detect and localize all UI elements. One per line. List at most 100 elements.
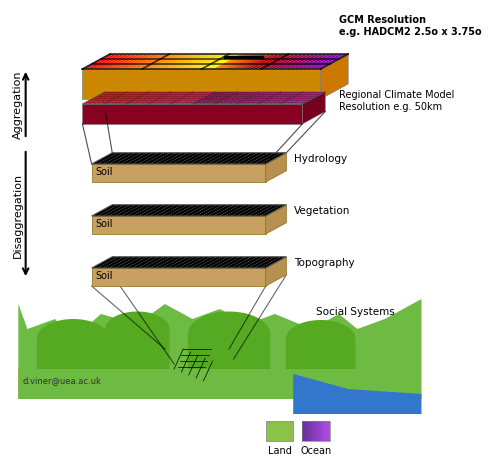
Polygon shape	[194, 55, 225, 70]
Bar	[266, 421, 293, 441]
Bar	[317, 421, 318, 441]
Polygon shape	[301, 55, 332, 70]
Polygon shape	[178, 257, 205, 269]
Polygon shape	[109, 257, 136, 269]
Polygon shape	[254, 153, 280, 165]
Polygon shape	[162, 205, 188, 217]
Bar	[324, 421, 326, 441]
Text: GCM Resolution
e.g. HADCM2 2.5o x 3.75o: GCM Resolution e.g. HADCM2 2.5o x 3.75o	[339, 15, 482, 37]
Polygon shape	[122, 92, 150, 105]
Polygon shape	[202, 257, 228, 269]
Polygon shape	[184, 153, 211, 165]
Polygon shape	[242, 153, 269, 165]
Polygon shape	[236, 92, 264, 105]
Polygon shape	[162, 153, 188, 165]
Polygon shape	[104, 92, 132, 105]
Polygon shape	[184, 205, 211, 217]
Polygon shape	[236, 257, 263, 269]
Text: Social Systems: Social Systems	[316, 306, 395, 316]
Polygon shape	[166, 92, 194, 105]
Polygon shape	[184, 92, 211, 105]
Polygon shape	[196, 205, 222, 217]
Bar	[322, 421, 324, 441]
Polygon shape	[146, 55, 178, 70]
Polygon shape	[260, 205, 286, 217]
Polygon shape	[242, 205, 269, 217]
Polygon shape	[142, 55, 174, 70]
Bar	[329, 421, 330, 441]
Polygon shape	[132, 205, 158, 217]
Polygon shape	[138, 257, 164, 269]
Polygon shape	[86, 55, 118, 70]
Polygon shape	[214, 257, 240, 269]
Polygon shape	[294, 92, 321, 105]
Polygon shape	[245, 55, 276, 70]
Bar	[302, 421, 304, 441]
Polygon shape	[266, 153, 286, 183]
Polygon shape	[173, 257, 200, 269]
Polygon shape	[316, 55, 348, 70]
Polygon shape	[302, 92, 326, 125]
Polygon shape	[298, 92, 326, 105]
Polygon shape	[289, 55, 320, 70]
Polygon shape	[115, 153, 141, 165]
Polygon shape	[120, 257, 147, 269]
Polygon shape	[98, 153, 124, 165]
Polygon shape	[92, 217, 266, 235]
Polygon shape	[258, 92, 285, 105]
Polygon shape	[190, 153, 216, 165]
Polygon shape	[150, 205, 176, 217]
Polygon shape	[100, 92, 128, 105]
Text: Aggregation: Aggregation	[14, 71, 24, 139]
Polygon shape	[144, 92, 172, 105]
Polygon shape	[190, 55, 221, 70]
Polygon shape	[260, 153, 286, 165]
Polygon shape	[285, 92, 312, 105]
Polygon shape	[173, 153, 200, 165]
Bar	[306, 421, 307, 441]
Polygon shape	[196, 153, 222, 165]
Polygon shape	[98, 55, 130, 70]
Polygon shape	[153, 92, 180, 105]
Polygon shape	[263, 92, 290, 105]
Polygon shape	[220, 257, 246, 269]
Polygon shape	[202, 153, 228, 165]
Polygon shape	[82, 70, 320, 100]
Polygon shape	[312, 55, 344, 70]
Bar	[314, 421, 315, 441]
Polygon shape	[103, 153, 130, 165]
Polygon shape	[92, 269, 266, 286]
Polygon shape	[156, 205, 182, 217]
Polygon shape	[219, 92, 246, 105]
Text: Hydrology: Hydrology	[294, 154, 347, 164]
Polygon shape	[277, 55, 308, 70]
Polygon shape	[261, 55, 292, 70]
Polygon shape	[96, 92, 123, 105]
Polygon shape	[269, 55, 300, 70]
Polygon shape	[208, 205, 234, 217]
Polygon shape	[190, 205, 216, 217]
Polygon shape	[267, 92, 294, 105]
Polygon shape	[214, 55, 245, 70]
Polygon shape	[150, 153, 176, 165]
Polygon shape	[265, 55, 296, 70]
Polygon shape	[167, 257, 194, 269]
Polygon shape	[110, 55, 142, 70]
Polygon shape	[214, 92, 242, 105]
Text: Soil: Soil	[96, 167, 113, 177]
Bar	[315, 421, 316, 441]
Polygon shape	[82, 92, 110, 105]
Polygon shape	[103, 205, 130, 217]
Polygon shape	[254, 257, 280, 269]
Polygon shape	[120, 205, 147, 217]
Polygon shape	[92, 205, 118, 217]
Bar	[305, 421, 306, 441]
Polygon shape	[134, 55, 166, 70]
Bar	[307, 421, 308, 441]
Polygon shape	[231, 257, 258, 269]
Polygon shape	[174, 55, 205, 70]
Polygon shape	[218, 55, 249, 70]
Polygon shape	[272, 92, 299, 105]
Polygon shape	[220, 205, 246, 217]
Polygon shape	[106, 55, 138, 70]
